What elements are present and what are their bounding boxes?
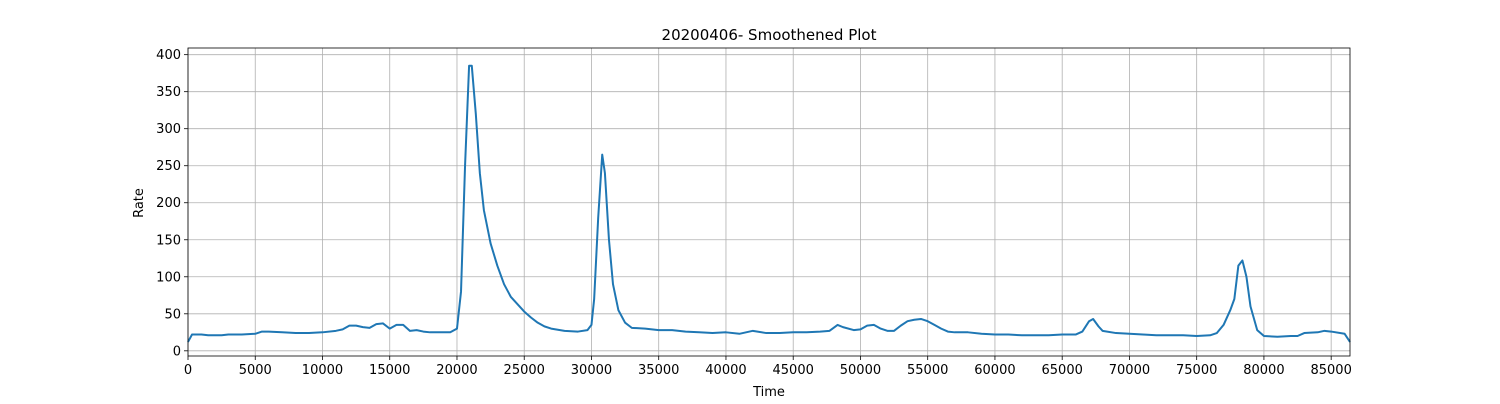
y-tick-label: 250	[156, 159, 181, 174]
plot-frame	[187, 47, 1351, 357]
x-tick-label: 25000	[504, 363, 545, 378]
x-axis-label: Time	[752, 385, 785, 400]
x-tick-label: 55000	[907, 363, 948, 378]
x-tick-label: 80000	[1243, 363, 1284, 378]
x-tick-label: 15000	[369, 363, 410, 378]
x-tick-label: 20000	[436, 363, 477, 378]
x-tick-label: 40000	[705, 363, 746, 378]
data-line	[187, 64, 1351, 343]
y-tick-label: 400	[156, 48, 181, 63]
x-tick-label: 50000	[840, 363, 881, 378]
x-tick-label: 0	[184, 363, 192, 378]
y-tick-label: 350	[156, 85, 181, 100]
chart-title: 20200406- Smoothened Plot	[662, 26, 877, 44]
x-tick-label: 10000	[302, 363, 343, 378]
x-tick-label: 60000	[974, 363, 1015, 378]
x-tick-label: 30000	[571, 363, 612, 378]
y-tick-label: 300	[156, 122, 181, 137]
x-tick-label: 65000	[1042, 363, 1083, 378]
x-tick-label: 75000	[1176, 363, 1217, 378]
y-tick-label: 150	[156, 233, 181, 248]
y-tick-label: 0	[173, 344, 181, 359]
y-tick-label: 100	[156, 270, 181, 285]
x-tick-label: 45000	[773, 363, 814, 378]
x-tick-label: 70000	[1109, 363, 1150, 378]
x-tick-label: 35000	[638, 363, 679, 378]
x-tick-label: 85000	[1310, 363, 1351, 378]
y-tick-label: 50	[164, 307, 181, 322]
y-tick-label: 200	[156, 196, 181, 211]
y-axis-label: Rate	[132, 188, 147, 218]
x-tick-label: 5000	[239, 363, 272, 378]
